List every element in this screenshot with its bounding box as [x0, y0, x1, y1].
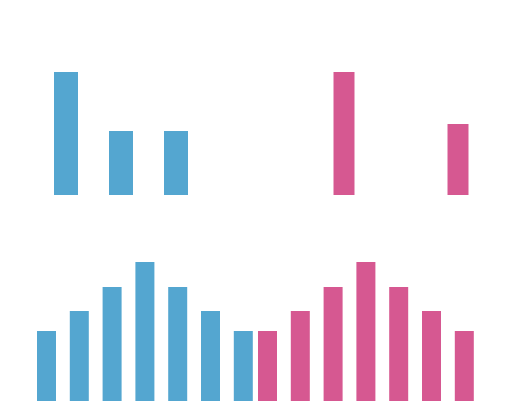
bar — [422, 311, 441, 401]
bar — [290, 311, 310, 401]
bar — [69, 311, 89, 401]
bar — [109, 131, 133, 195]
bar — [54, 72, 78, 195]
bar — [102, 287, 122, 401]
bar — [258, 331, 277, 401]
bar — [323, 287, 343, 401]
bar — [389, 287, 409, 401]
bar — [164, 131, 188, 195]
bar — [201, 311, 220, 401]
bar — [168, 287, 188, 401]
bar — [454, 331, 474, 401]
bar — [333, 72, 355, 195]
bar — [356, 262, 376, 401]
bar — [37, 331, 56, 401]
bar — [135, 262, 155, 401]
bar — [447, 124, 469, 195]
bar — [233, 331, 253, 401]
